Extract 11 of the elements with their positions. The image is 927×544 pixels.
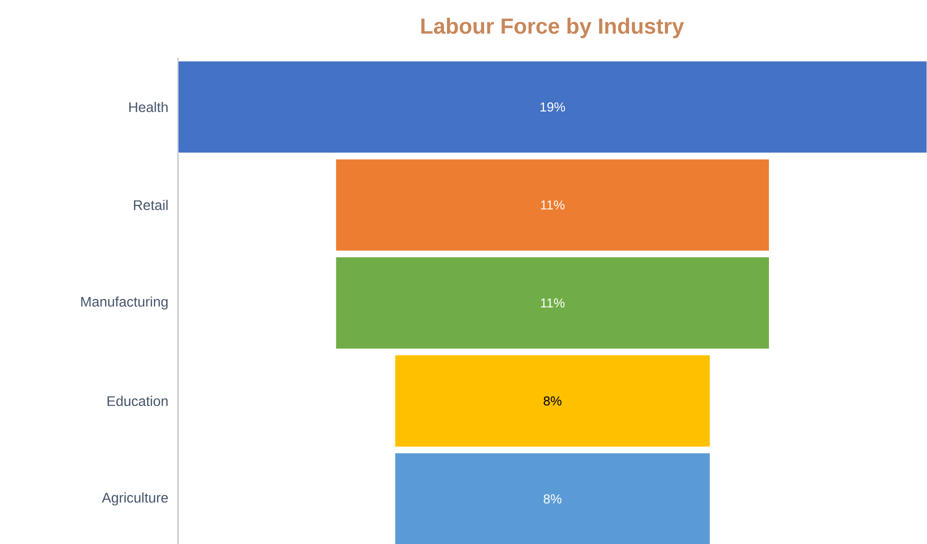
text: Labour Force by Industry — [421, 18, 684, 38]
category-label: Retail — [134, 200, 168, 210]
category-label: Manufacturing — [81, 296, 168, 310]
data-label: 19% — [540, 102, 566, 112]
category-label: Agriculture — [102, 492, 168, 506]
category-label: Education — [108, 396, 168, 406]
data-label: 8% — [544, 396, 562, 406]
category-label: Health — [129, 102, 168, 112]
data-label: 8% — [544, 494, 562, 504]
data-label: 11% — [541, 298, 565, 308]
data-label: 11% — [541, 200, 565, 210]
